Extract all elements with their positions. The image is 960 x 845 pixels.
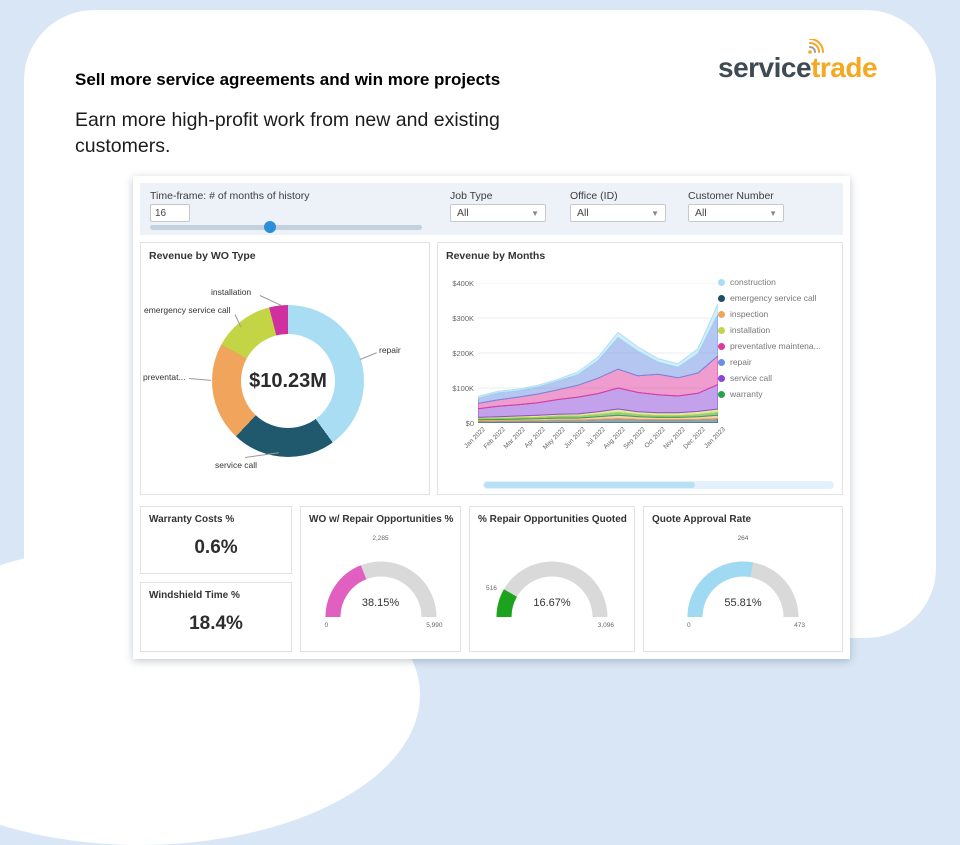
gauge-chart: 2,285 38.15% 0 5,990 bbox=[311, 535, 451, 631]
donut-label-repair: repair bbox=[379, 345, 401, 355]
chevron-down-icon: ▼ bbox=[531, 208, 539, 218]
donut-label-service-call: service call bbox=[215, 460, 258, 470]
legend-label: warranty bbox=[730, 389, 763, 399]
label-connector bbox=[188, 378, 211, 381]
donut-total-value: $10.23M bbox=[249, 369, 327, 392]
legend-dot bbox=[718, 374, 725, 382]
kpi-value: 18.4% bbox=[189, 613, 243, 634]
signal-icon bbox=[808, 39, 824, 54]
gauge-raw-value: 2,285 bbox=[372, 535, 389, 542]
legend-item[interactable]: installation bbox=[718, 325, 836, 335]
gauge-value: 55.81% bbox=[724, 597, 762, 609]
gauge-chart: 264 55.81% 0 473 bbox=[673, 535, 813, 631]
horizontal-scrollbar[interactable] bbox=[483, 481, 834, 489]
legend-dot bbox=[718, 326, 725, 334]
legend-label: installation bbox=[730, 325, 771, 335]
kpi-warranty-costs: Warranty Costs % 0.6% bbox=[140, 506, 292, 574]
legend-item[interactable]: construction bbox=[718, 277, 836, 287]
gauge-raw-value: 516 bbox=[486, 585, 497, 592]
label-connector bbox=[259, 295, 282, 307]
chart-legend: construction emergency service call inspec… bbox=[718, 277, 836, 405]
donut-label-preventative: preventat... bbox=[143, 372, 186, 382]
kpi-quote-approval-rate: Quote Approval Rate 264 55.81% 0 473 bbox=[643, 506, 843, 652]
y-axis-label: $0 bbox=[465, 419, 474, 428]
slider-thumb[interactable] bbox=[264, 221, 277, 233]
logo-text-trade: trade bbox=[811, 52, 878, 83]
revenue-by-wo-type-panel: Revenue by WO Type $10.23M installation … bbox=[140, 242, 430, 495]
gauge-chart: 516 16.67% 3,096 bbox=[482, 535, 622, 631]
timeframe-input[interactable] bbox=[150, 204, 190, 222]
legend-item[interactable]: inspection bbox=[718, 309, 836, 319]
legend-dot bbox=[718, 342, 725, 350]
subheadline: Earn more high-profit work from new and … bbox=[75, 109, 500, 157]
office-value: All bbox=[577, 207, 589, 219]
job-type-label: Job Type bbox=[450, 190, 493, 202]
kpi-title: Warranty Costs % bbox=[149, 514, 235, 525]
legend-item[interactable]: repair bbox=[718, 357, 836, 367]
kpi-title: WO w/ Repair Opportunities % bbox=[309, 514, 454, 525]
legend-item[interactable]: emergency service call bbox=[718, 293, 836, 303]
gauge-value: 38.15% bbox=[361, 597, 400, 609]
label-connector bbox=[359, 352, 377, 360]
office-label: Office (ID) bbox=[570, 190, 618, 202]
gauge-max: 473 bbox=[794, 622, 805, 629]
revenue-by-months-panel: Revenue by Months $400K $300K $200K $100… bbox=[437, 242, 843, 495]
kpi-title: Quote Approval Rate bbox=[652, 514, 752, 525]
gauge-max: 5,990 bbox=[426, 622, 443, 629]
x-axis-labels: Jan 2022 Feb 2022 Mar 2022 Apr 2022 May 2022… bbox=[438, 424, 738, 464]
gauge-value: 16.67% bbox=[533, 597, 571, 609]
legend-item[interactable]: service call bbox=[718, 373, 836, 383]
kpi-windshield-time: Windshield Time % 18.4% bbox=[140, 582, 292, 652]
legend-label: construction bbox=[730, 277, 776, 287]
headline: Sell more service agreements and win mor… bbox=[75, 70, 501, 89]
gauge-max: 3,096 bbox=[597, 622, 614, 629]
job-type-select[interactable]: All ▼ bbox=[450, 204, 546, 222]
chevron-down-icon: ▼ bbox=[769, 208, 777, 218]
y-axis-label: $100K bbox=[452, 384, 474, 393]
office-select[interactable]: All ▼ bbox=[570, 204, 666, 222]
customer-number-label: Customer Number bbox=[688, 190, 774, 202]
dashboard: Time-frame: # of months of history Job T… bbox=[133, 176, 850, 659]
scrollbar-thumb[interactable] bbox=[484, 482, 695, 488]
kpi-wo-repair-opportunities: WO w/ Repair Opportunities % 2,285 38.15… bbox=[300, 506, 461, 652]
y-axis-label: $300K bbox=[452, 314, 474, 323]
legend-dot bbox=[718, 310, 725, 318]
y-axis-label: $400K bbox=[452, 279, 474, 288]
stacked-area-chart[interactable] bbox=[478, 283, 718, 423]
donut-chart[interactable]: $10.23M bbox=[212, 305, 364, 457]
gauge-min: 0 bbox=[324, 622, 329, 629]
panel-title: Revenue by WO Type bbox=[149, 250, 256, 262]
gauge-raw-value: 264 bbox=[737, 535, 749, 542]
legend-dot bbox=[718, 390, 725, 398]
servicetrade-logo: servicetrade bbox=[718, 39, 878, 84]
chevron-down-icon: ▼ bbox=[651, 208, 659, 218]
donut-label-emergency-service-call: emergency service call bbox=[144, 305, 231, 315]
kpi-value: 0.6% bbox=[194, 537, 238, 558]
logo-text-service: service bbox=[718, 52, 812, 83]
legend-label: inspection bbox=[730, 309, 769, 319]
kpi-repair-opportunities-quoted: % Repair Opportunities Quoted 516 16.67%… bbox=[469, 506, 635, 652]
filter-bar: Time-frame: # of months of history Job T… bbox=[140, 183, 843, 235]
legend-dot bbox=[718, 358, 725, 366]
donut-label-installation: installation bbox=[211, 287, 252, 297]
legend-item[interactable]: preventative maintena... bbox=[718, 341, 836, 351]
legend-label: emergency service call bbox=[730, 293, 817, 303]
job-type-value: All bbox=[457, 207, 469, 219]
gauge-min: 0 bbox=[687, 622, 691, 629]
legend-item[interactable]: warranty bbox=[718, 389, 836, 399]
legend-label: repair bbox=[730, 357, 752, 367]
timeframe-label: Time-frame: # of months of history bbox=[150, 190, 310, 202]
customer-number-select[interactable]: All ▼ bbox=[688, 204, 784, 222]
kpi-title: Windshield Time % bbox=[149, 590, 240, 601]
legend-dot bbox=[718, 294, 725, 302]
legend-label: preventative maintena... bbox=[730, 341, 821, 351]
y-axis-label: $200K bbox=[452, 349, 474, 358]
panel-title: Revenue by Months bbox=[446, 250, 546, 262]
kpi-title: % Repair Opportunities Quoted bbox=[478, 514, 627, 525]
timeframe-slider[interactable] bbox=[150, 221, 422, 233]
legend-label: service call bbox=[730, 373, 773, 383]
donut-center: $10.23M bbox=[241, 334, 335, 428]
legend-dot bbox=[718, 278, 725, 286]
customer-number-value: All bbox=[695, 207, 707, 219]
